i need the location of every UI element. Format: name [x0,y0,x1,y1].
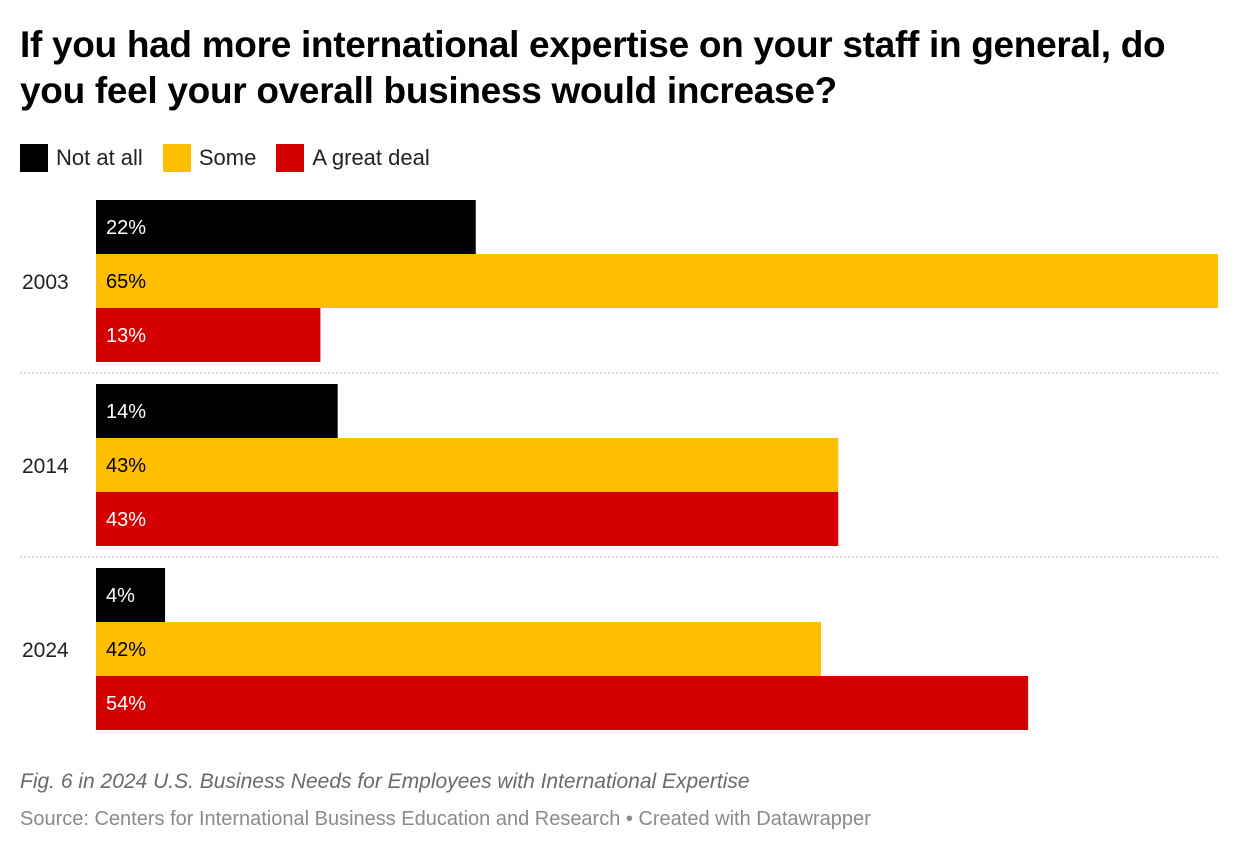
legend-label: Some [198,145,257,170]
legend-item: Some [162,144,257,172]
bar [96,254,1218,308]
bar [96,438,839,492]
data-label: 42% [106,639,146,661]
data-label: 43% [106,509,146,531]
bar [96,622,821,676]
bar [96,200,476,254]
category-label: 2014 [22,455,69,478]
category-label: 2024 [22,639,69,662]
data-label: 43% [106,455,146,477]
legend-item: Not at all [20,144,143,172]
legend: Not at all Some A great deal [20,144,430,172]
chart-title: If you had more international expertise … [20,24,1166,111]
data-label: 4% [106,585,135,607]
bar [96,384,338,438]
legend-label: Not at all [56,145,143,170]
bar [96,492,839,546]
legend-item: A great deal [276,144,430,172]
category-label: 2003 [22,271,69,294]
data-label: 13% [106,325,146,347]
legend-swatch [20,144,48,172]
data-label: 22% [106,217,146,239]
bar [96,568,166,622]
source-credit: Source: Centers for International Busine… [20,808,871,830]
legend-swatch [162,144,191,172]
data-label: 14% [106,401,146,423]
legend-label: A great deal [312,145,430,170]
bar [96,676,1029,730]
data-label: 54% [106,693,146,715]
bar-chart: 2003 22% 65% 13% 2014 14% 43% 43% 2024 4% 42% 54% [20,200,1218,730]
figure-note: Fig. 6 in 2024 U.S. Business Needs for E… [20,770,750,793]
legend-swatch [276,144,305,172]
bar [96,308,321,362]
data-label: 65% [106,271,146,293]
